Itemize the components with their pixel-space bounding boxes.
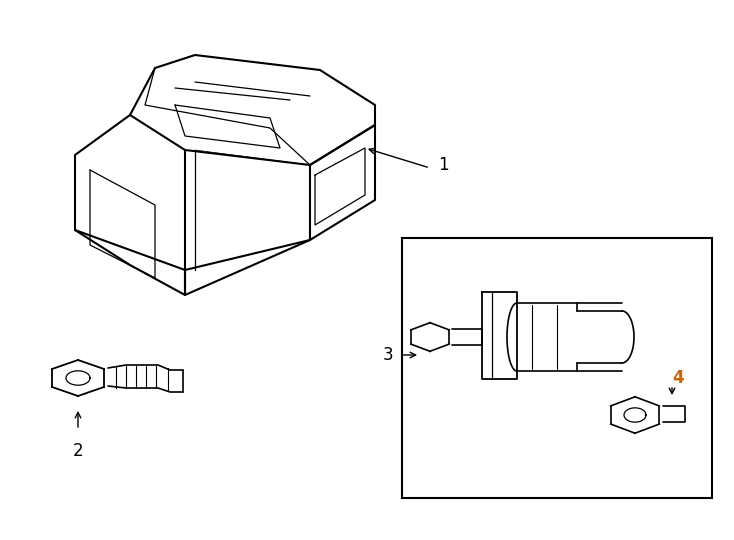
Text: 4: 4 (672, 369, 683, 387)
Text: 3: 3 (382, 346, 393, 364)
Text: 2: 2 (73, 442, 84, 460)
Text: 1: 1 (438, 156, 448, 174)
Bar (402, 238, 712, 498)
